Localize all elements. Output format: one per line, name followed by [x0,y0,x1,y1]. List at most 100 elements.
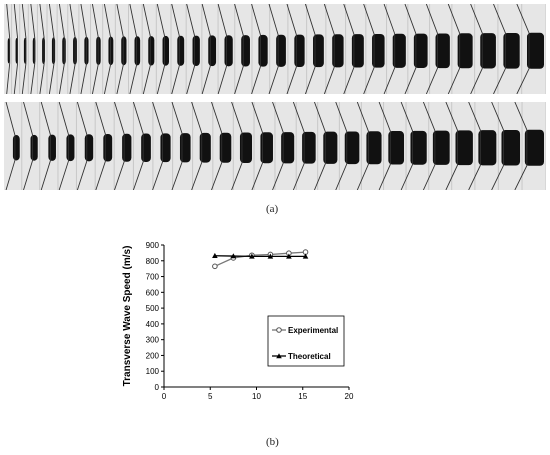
projectile-shape [12,135,20,161]
y-tick-label: 800 [146,257,160,266]
projectile-shape [258,34,268,67]
image-frame [91,4,104,94]
image-frame [425,4,453,94]
series-line [214,255,306,258]
projectile-shape [84,134,94,162]
y-tick-label: 700 [146,273,160,282]
projectile-shape [526,32,544,69]
image-frame [76,102,96,190]
projectile-shape [455,130,473,166]
yarn-line [13,4,19,94]
yarn-line [91,4,99,94]
image-frame [231,102,255,190]
y-axis-title: Transverse Wave Speed (m/s) [122,246,133,387]
projectile-shape [351,34,364,68]
yarn-line [186,4,195,94]
yarn-line [304,4,316,94]
legend-label: Theoretical [288,352,331,361]
projectile-shape [199,132,211,163]
image-frame [343,4,367,94]
image-frame [95,102,115,190]
image-frame [251,4,271,94]
x-tick-label: 20 [345,392,354,400]
yarn-line [378,102,391,190]
x-tick-label: 10 [252,392,261,400]
image-frame [400,102,430,190]
projectile-shape [524,129,544,166]
image-frame [142,4,157,94]
yarn-line [491,102,504,190]
projectile-shape [410,130,427,165]
yarn-line [468,102,481,190]
image-frame [30,4,38,94]
yarn-line [292,102,305,190]
image-frame [292,102,319,190]
yarn-line [447,4,461,94]
image-frame [69,4,80,94]
series-theoretical [212,252,309,259]
image-frame [21,4,29,94]
yarn-line [23,102,33,190]
projectile-shape [241,35,250,67]
image-frame [286,4,308,94]
image-frame [152,102,174,190]
data-point [302,253,309,259]
yarn-line [400,102,413,190]
image-frame [114,102,134,190]
data-point [286,253,292,259]
image-frame [103,4,116,94]
yarn-line [171,4,180,94]
projectile-shape [503,32,520,69]
projectile-shape [323,131,338,164]
projectile-shape [332,34,344,68]
data-point [249,253,255,259]
projectile-shape [501,129,521,166]
image-frame [445,102,476,190]
yarn-line [152,102,163,190]
image-frame [304,4,327,94]
projectile-shape [224,35,233,67]
projectile-shape [160,133,171,163]
yarn-line [58,102,69,190]
image-frame [268,4,289,94]
caption-b: (b) [266,436,279,448]
projectile-shape [134,36,141,66]
x-tick-label: 0 [162,392,167,400]
yarn-line [142,4,151,94]
legend-label: Experimental [288,326,338,335]
yarn-line [39,4,45,94]
yarn-line [129,4,137,94]
yarn-line [404,4,417,94]
projectile-shape [162,35,170,66]
projectile-shape [148,36,155,66]
image-frame [447,4,476,94]
image-frame [211,102,234,190]
yarn-line [116,4,124,94]
projectile-shape [392,33,406,68]
projectile-shape [103,133,113,162]
yarn-line [422,102,436,190]
caption-a: (a) [266,203,279,215]
y-tick-label: 100 [146,367,160,376]
image-frame [171,4,187,94]
image-frame [470,4,499,94]
projectile-shape [192,35,200,67]
y-tick-label: 600 [146,288,160,297]
yarn-line [191,102,203,190]
image-frame [80,4,92,94]
image-frame [58,4,69,94]
yarn-line [48,4,55,94]
yarn-line [251,102,263,190]
yarn-line [314,102,326,190]
projectile-shape [478,130,497,166]
projectile-shape [366,131,382,165]
image-frame [129,4,143,94]
image-frame [201,4,219,94]
projectile-shape [413,33,428,68]
y-tick-label: 400 [146,320,160,329]
legend-entry: Theoretical [272,352,331,361]
data-point [212,252,218,258]
image-frame [40,102,59,190]
yarn-line [425,4,438,94]
image-frame [335,102,362,190]
